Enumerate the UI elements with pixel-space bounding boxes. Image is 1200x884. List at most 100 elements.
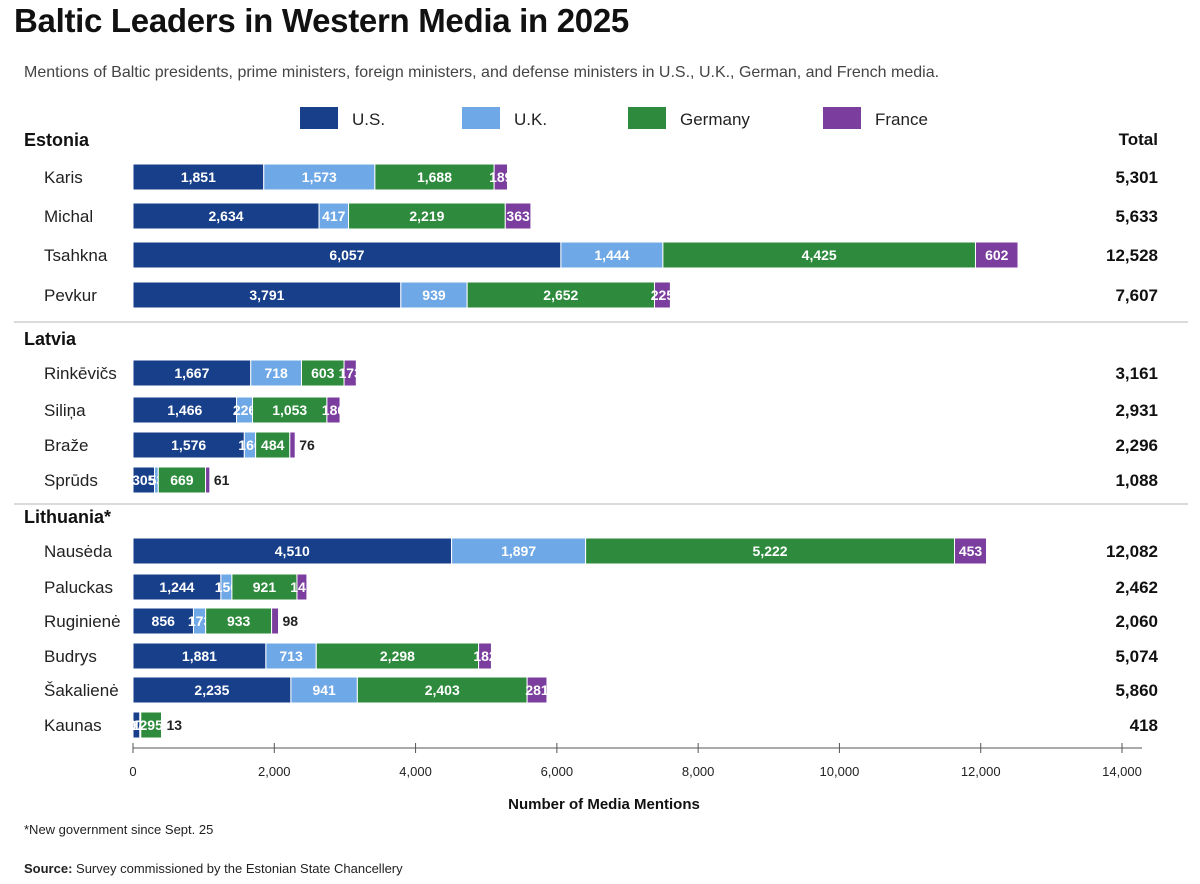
group-label: Lithuania* bbox=[24, 507, 111, 527]
row-label: Braže bbox=[44, 436, 88, 455]
bar-segment bbox=[326, 396, 341, 424]
footnote: *New government since Sept. 25 bbox=[24, 822, 214, 837]
row-label: Šakalienė bbox=[44, 681, 119, 700]
data-label: 1,851 bbox=[181, 169, 216, 185]
bar-segment bbox=[132, 573, 222, 601]
bar-segment bbox=[560, 241, 664, 269]
data-label: 2,403 bbox=[425, 682, 460, 698]
x-tick-label: 10,000 bbox=[820, 764, 860, 779]
bar-segment bbox=[250, 359, 302, 387]
legend-swatch-3 bbox=[823, 107, 861, 129]
bar-segment bbox=[132, 396, 238, 424]
data-label: 295 bbox=[140, 717, 164, 733]
bar-segment bbox=[300, 359, 345, 387]
data-label: 603 bbox=[311, 365, 335, 381]
bar-segment bbox=[974, 241, 1019, 269]
bar-segment bbox=[290, 676, 358, 704]
row-label: Michal bbox=[44, 207, 93, 226]
data-label: 2,634 bbox=[209, 208, 244, 224]
data-label: 61 bbox=[214, 472, 230, 488]
bar-segment bbox=[132, 281, 402, 309]
data-label: 2,235 bbox=[194, 682, 229, 698]
legend-swatch-1 bbox=[462, 107, 500, 129]
data-label: 1,897 bbox=[501, 543, 536, 559]
row-total: 7,607 bbox=[1115, 286, 1158, 305]
chart-subtitle: Mentions of Baltic presidents, prime min… bbox=[24, 64, 940, 81]
data-label: 1,576 bbox=[171, 437, 206, 453]
source-text: Survey commissioned by the Estonian Stat… bbox=[76, 861, 403, 876]
row-label: Ruginienė bbox=[44, 612, 121, 631]
source-note: Source: Survey commissioned by the Eston… bbox=[24, 861, 403, 876]
row-label: Sprūds bbox=[44, 471, 98, 490]
bar-segment bbox=[205, 466, 211, 494]
row-label: Nausėda bbox=[44, 542, 113, 561]
legend-label-3: France bbox=[875, 110, 928, 129]
x-tick-label: 6,000 bbox=[541, 764, 574, 779]
bar-segment bbox=[252, 396, 328, 424]
legend-swatch-0 bbox=[300, 107, 338, 129]
data-label: 2,298 bbox=[380, 648, 415, 664]
data-label: 189 bbox=[489, 169, 513, 185]
bar-segment bbox=[296, 573, 308, 601]
data-label: 3,791 bbox=[249, 287, 284, 303]
data-label: 225 bbox=[651, 287, 675, 303]
bar-segment bbox=[132, 431, 245, 459]
x-tick-label: 2,000 bbox=[258, 764, 291, 779]
data-label: 602 bbox=[985, 247, 1009, 263]
data-label: 173 bbox=[339, 365, 363, 381]
bar-segment bbox=[504, 202, 532, 230]
bar-segment bbox=[263, 163, 376, 191]
bar-segment bbox=[954, 537, 988, 565]
x-tick-label: 14,000 bbox=[1102, 764, 1142, 779]
row-total: 5,074 bbox=[1115, 647, 1158, 666]
data-label: 1,466 bbox=[167, 402, 202, 418]
data-label: 363 bbox=[506, 208, 530, 224]
bar-segment bbox=[132, 241, 562, 269]
data-label: 76 bbox=[299, 437, 315, 453]
data-label: 13 bbox=[167, 717, 183, 733]
data-label: 1,444 bbox=[594, 247, 629, 263]
data-label: 4,510 bbox=[275, 543, 310, 559]
row-total: 5,301 bbox=[1115, 168, 1158, 187]
row-total: 5,633 bbox=[1115, 207, 1158, 226]
row-label: Paluckas bbox=[44, 578, 113, 597]
row-label: Kaunas bbox=[44, 716, 102, 735]
source-label: Source: bbox=[24, 861, 73, 876]
row-total: 5,860 bbox=[1115, 681, 1158, 700]
data-label: 939 bbox=[422, 287, 446, 303]
x-tick-label: 0 bbox=[129, 764, 136, 779]
bar-segment bbox=[205, 607, 273, 635]
group-label: Estonia bbox=[24, 130, 90, 150]
data-label: 718 bbox=[264, 365, 288, 381]
data-label: 305 bbox=[132, 472, 156, 488]
row-total: 418 bbox=[1130, 716, 1158, 735]
data-label: 669 bbox=[170, 472, 194, 488]
bar-segment bbox=[400, 281, 468, 309]
bar-segment bbox=[466, 281, 655, 309]
row-total: 12,082 bbox=[1106, 542, 1158, 561]
bar-segment bbox=[343, 359, 357, 387]
data-label: 933 bbox=[227, 613, 251, 629]
legend-swatch-2 bbox=[628, 107, 666, 129]
x-tick-label: 4,000 bbox=[399, 764, 432, 779]
row-label: Karis bbox=[44, 168, 83, 187]
row-total: 2,931 bbox=[1115, 401, 1158, 420]
data-label: 1,688 bbox=[417, 169, 452, 185]
legend-label-0: U.S. bbox=[352, 110, 385, 129]
row-total: 2,462 bbox=[1115, 578, 1158, 597]
data-label: 226 bbox=[233, 402, 257, 418]
row-label: Pevkur bbox=[44, 286, 97, 305]
bar-segment bbox=[161, 711, 164, 739]
data-label: 1,053 bbox=[272, 402, 307, 418]
row-total: 2,296 bbox=[1115, 436, 1158, 455]
bar-segment bbox=[289, 431, 296, 459]
x-tick-label: 8,000 bbox=[682, 764, 715, 779]
bar-segment bbox=[493, 163, 508, 191]
data-label: 1,573 bbox=[302, 169, 337, 185]
bar-segment bbox=[132, 537, 453, 565]
chart-title: Baltic Leaders in Western Media in 2025 bbox=[14, 2, 629, 39]
data-label: 4,425 bbox=[802, 247, 837, 263]
bar-segment bbox=[374, 163, 495, 191]
x-axis-label: Number of Media Mentions bbox=[508, 796, 700, 813]
